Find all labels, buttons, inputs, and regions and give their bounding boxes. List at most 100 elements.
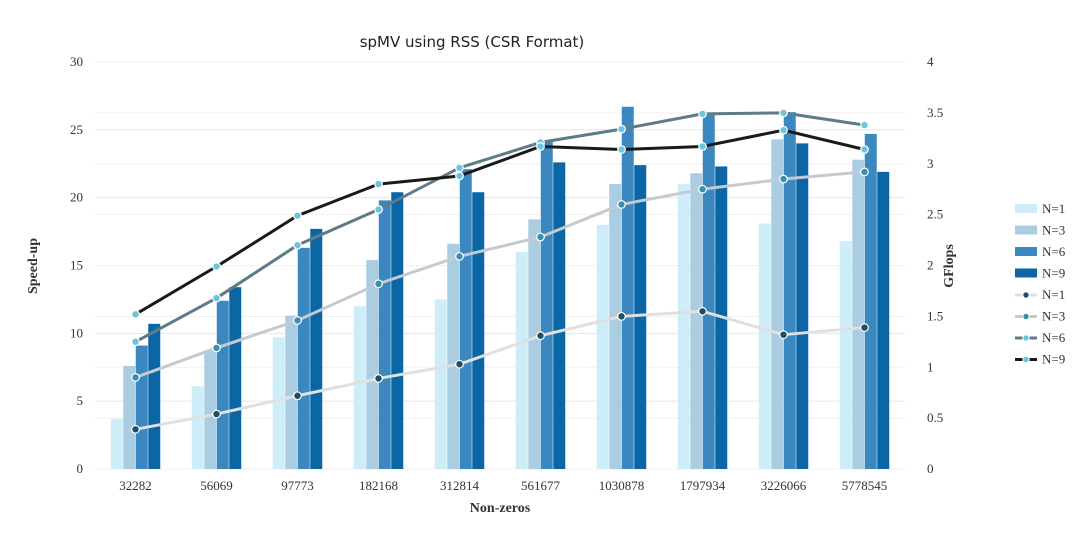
point-gflops-n6 [212, 293, 221, 303]
x-tick-label: 312814 [440, 478, 480, 493]
bar-n6 [540, 140, 553, 470]
legend-label: N=3 [1042, 309, 1065, 324]
bar-n1 [191, 386, 204, 469]
bar-n6 [378, 200, 391, 469]
point-gflops-n6 [860, 120, 869, 130]
point-gflops-n3 [698, 184, 707, 194]
legend-label: N=9 [1042, 266, 1065, 281]
bar-n3 [771, 139, 784, 469]
point-gflops-n9 [455, 171, 464, 181]
legend-marker [1022, 291, 1030, 299]
x-tick-label: 32282 [119, 478, 152, 493]
x-tick-label: 5778545 [842, 478, 888, 493]
point-gflops-n1 [293, 391, 302, 401]
y-tick-label: 10 [70, 325, 83, 340]
bar-n3 [204, 350, 217, 469]
bar-n9 [796, 143, 809, 469]
point-gflops-n3 [536, 232, 545, 242]
x-tick-label: 56069 [200, 478, 233, 493]
x-tick-label: 182168 [359, 478, 398, 493]
bar-n6 [216, 300, 229, 469]
bar-n9 [877, 171, 890, 469]
bar-n9 [391, 192, 404, 470]
x-tick-label: 1797934 [680, 478, 726, 493]
y-tick-label: 20 [70, 190, 83, 205]
point-gflops-n9 [293, 211, 302, 221]
bar-n1 [677, 184, 690, 469]
legend-label: N=1 [1042, 287, 1065, 302]
point-gflops-n9 [536, 142, 545, 151]
bar-n9 [472, 192, 485, 470]
bar-n9 [148, 323, 161, 469]
bar-n1 [272, 337, 285, 469]
bar-n1 [515, 251, 528, 469]
legend-label: N=9 [1042, 352, 1065, 367]
point-gflops-n6 [455, 163, 464, 173]
legend-label: N=6 [1042, 244, 1066, 259]
point-gflops-n3 [212, 343, 221, 353]
point-gflops-n6 [374, 205, 383, 214]
legend-swatch [1015, 225, 1037, 235]
bar-n9 [229, 287, 242, 469]
legend-swatch [1015, 268, 1037, 278]
x-tick-label: 3226066 [761, 478, 807, 493]
point-gflops-n6 [617, 124, 626, 134]
bar-n3 [366, 260, 379, 469]
bar-n9 [310, 228, 323, 469]
point-gflops-n1 [131, 424, 140, 434]
bar-n3 [528, 219, 541, 469]
point-gflops-n1 [860, 323, 869, 332]
y2-tick-label: 1.5 [927, 308, 943, 323]
point-gflops-n1 [698, 306, 707, 316]
bar-n3 [609, 184, 622, 469]
point-gflops-n6 [698, 109, 707, 119]
legend-swatch [1015, 247, 1037, 256]
bar-series [110, 106, 890, 470]
bar-n1 [434, 299, 447, 469]
point-gflops-n9 [779, 125, 788, 135]
y-tick-label: 0 [77, 461, 84, 476]
line-gflops-n6 [134, 111, 865, 344]
legend-label: N=6 [1042, 330, 1066, 345]
point-gflops-n3 [617, 200, 626, 209]
y2-axis-label: GFlops [942, 244, 957, 288]
bar-n1 [758, 223, 771, 469]
point-gflops-n3 [779, 174, 788, 184]
x-axis-ticks: 32282 56069 97773 182168 312814 561677 1030878… [119, 478, 887, 493]
bar-n3 [852, 159, 865, 469]
legend-marker [1022, 334, 1030, 342]
y2-tick-label: 4 [927, 54, 934, 69]
point-gflops-n3 [860, 167, 869, 177]
y-tick-label: 15 [70, 258, 83, 273]
legend-label: N=3 [1042, 223, 1065, 238]
y2-tick-label: 0 [927, 461, 934, 476]
legend-swatch [1015, 204, 1037, 213]
y2-tick-label: 3.5 [927, 105, 943, 120]
line-series [131, 108, 869, 434]
bar-n1 [110, 418, 123, 469]
y2-tick-label: 0.5 [927, 410, 943, 425]
y2-tick-label: 2.5 [927, 207, 943, 222]
y2-tick-label: 1 [927, 359, 934, 374]
bar-n9 [634, 165, 647, 469]
chart-title: spMV using RSS (CSR Format) [360, 33, 585, 51]
point-gflops-n6 [131, 337, 140, 347]
y2-axis-ticks: 0 0.5 1 1.5 2 2.5 3 3.5 4 [927, 54, 943, 476]
bar-n6 [864, 133, 877, 470]
x-tick-label: 561677 [521, 478, 561, 493]
point-gflops-n9 [212, 262, 221, 271]
point-gflops-n1 [455, 359, 464, 369]
point-gflops-n3 [455, 251, 464, 261]
bar-n1 [353, 306, 366, 469]
bar-n6 [783, 112, 796, 470]
point-gflops-n1 [779, 330, 788, 340]
bar-n3 [123, 365, 136, 469]
x-tick-label: 1030878 [599, 478, 645, 493]
line-gflops-n1 [135, 309, 865, 431]
line-gflops-n9 [134, 128, 865, 316]
bar-n1 [839, 241, 852, 469]
bar-n1 [596, 224, 609, 469]
bar-n3 [447, 243, 460, 469]
point-gflops-n9 [131, 309, 140, 319]
